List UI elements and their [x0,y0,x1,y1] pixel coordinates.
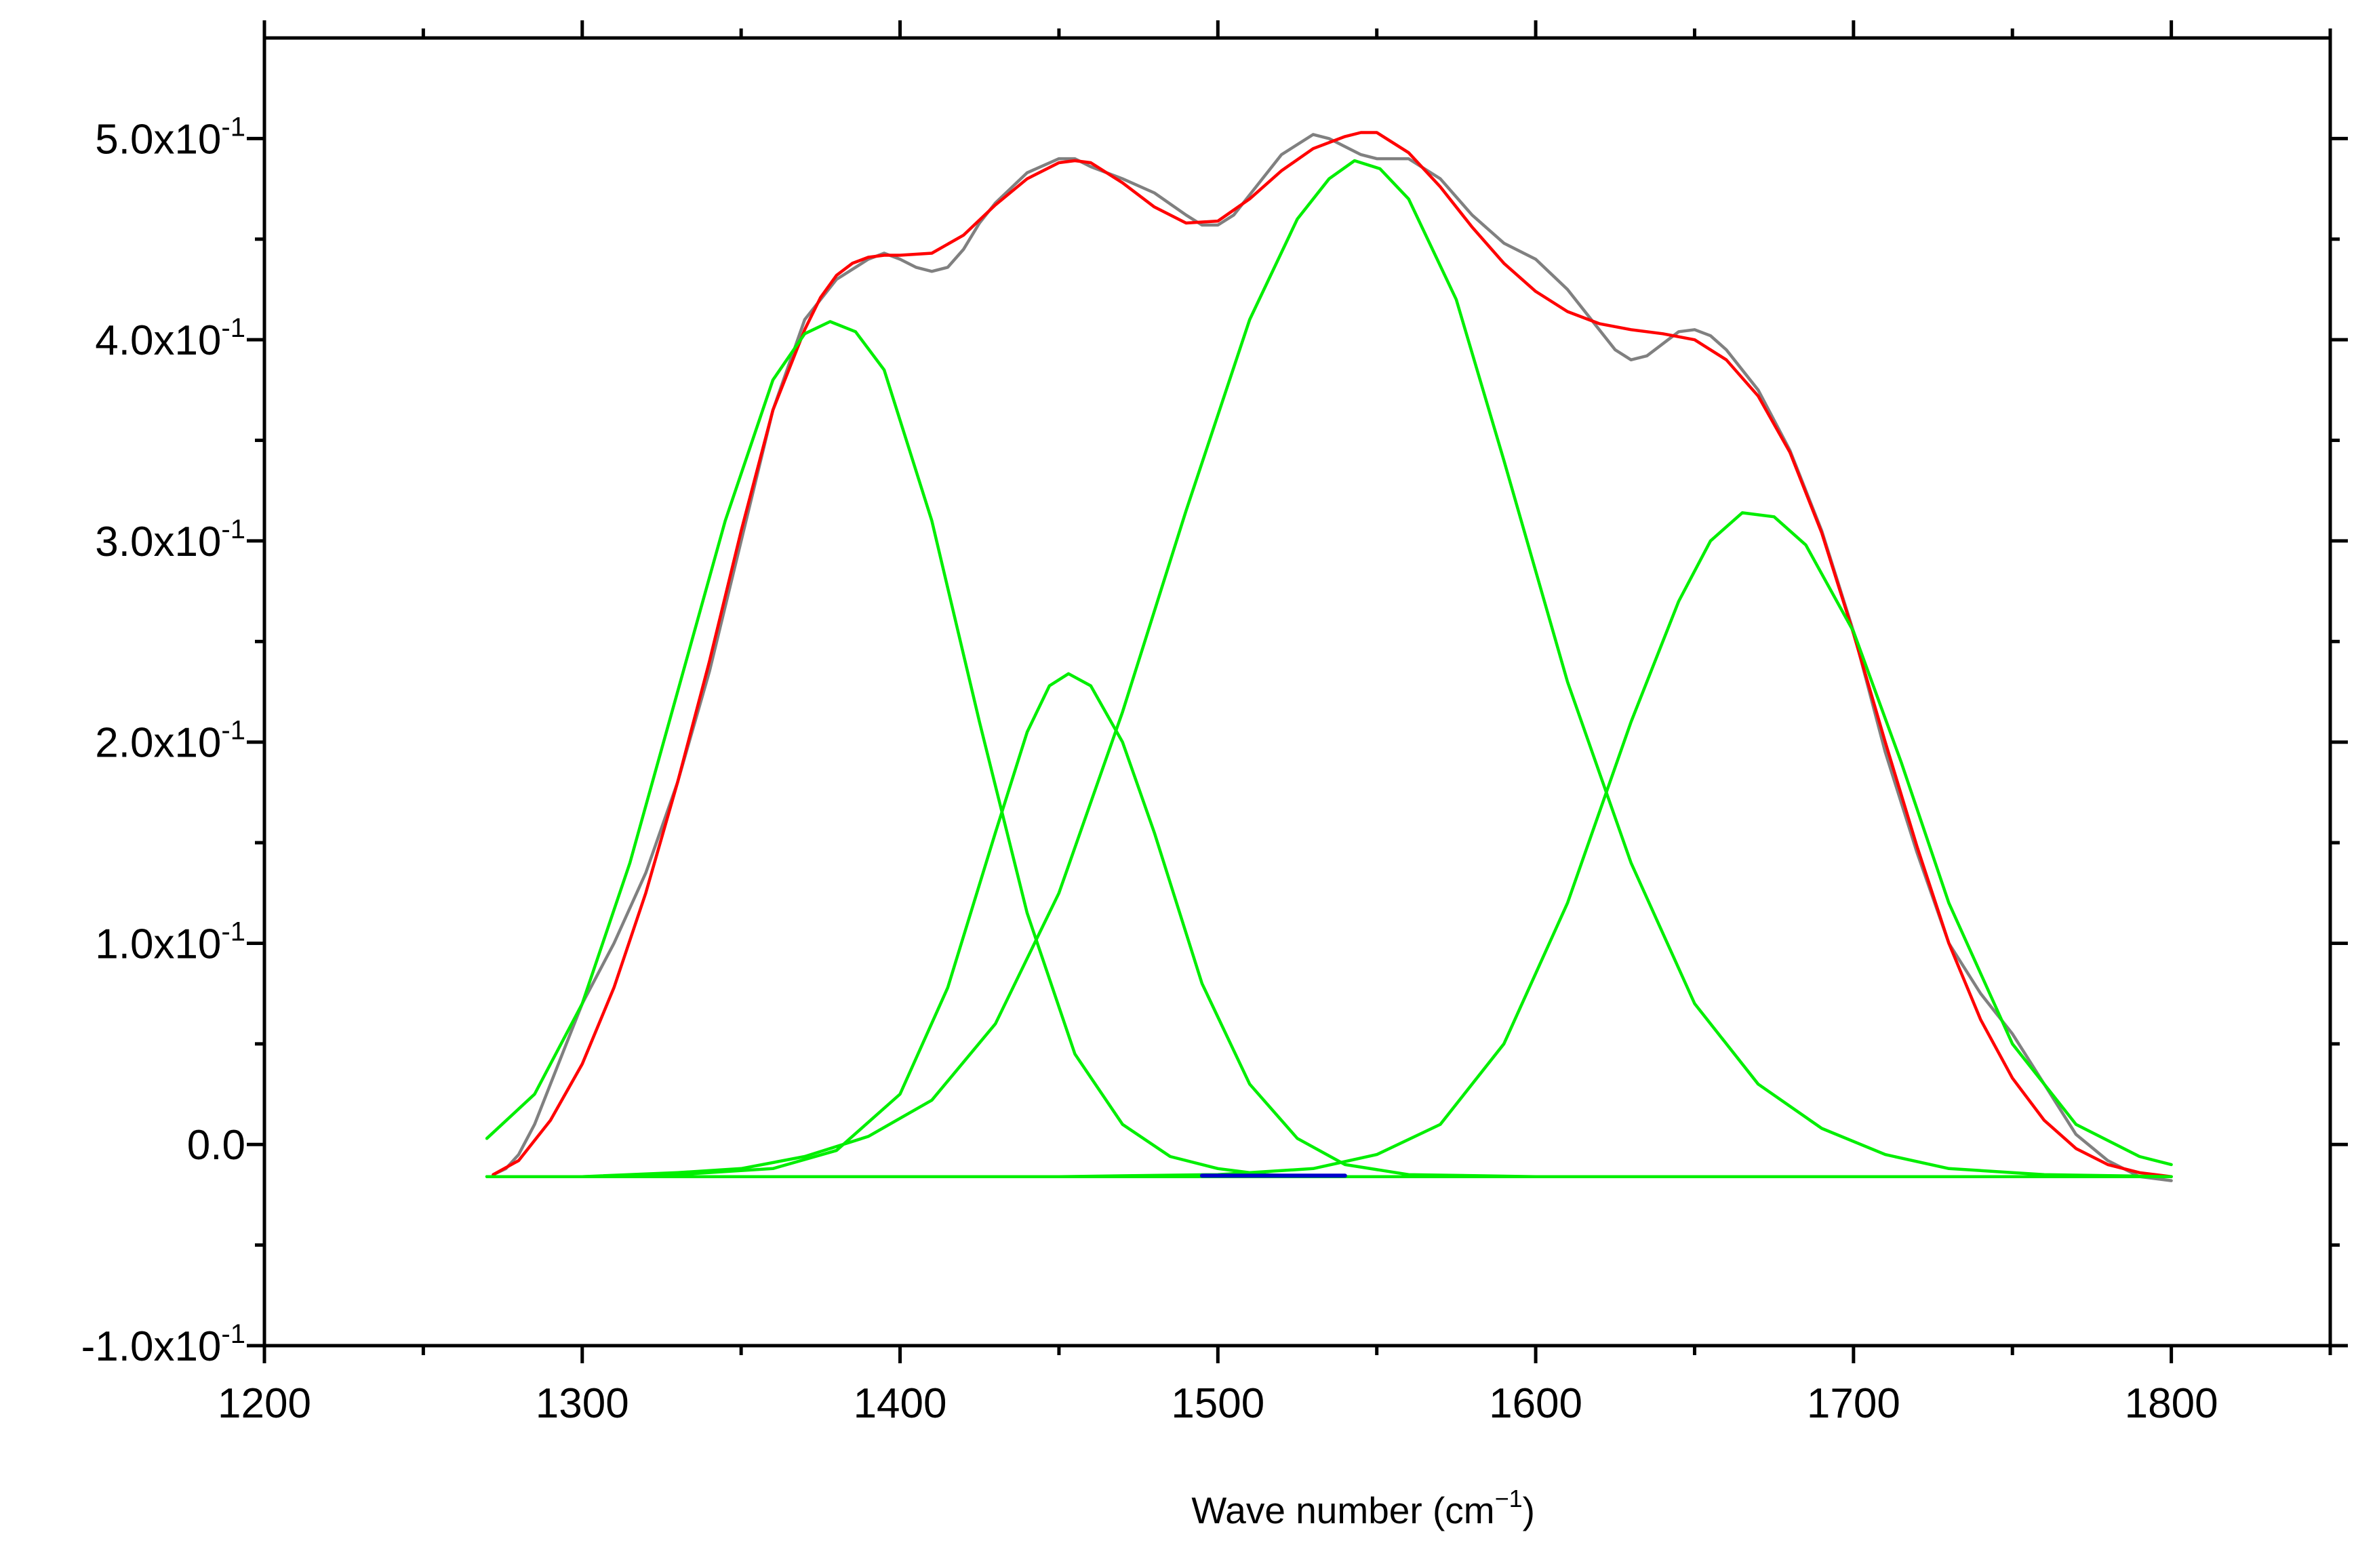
y-tick-exponent: -1 [221,917,245,946]
x-axis-title-superscript: −1 [1495,1485,1523,1512]
label-layer: 1200 1300 1400 1500 1600 1700 1800-1.0x10-10.0… [81,112,2218,1427]
y-tick-mantissa: 5.0x10 [95,116,221,163]
x-axis-title-main: Wave number (cm [1191,1489,1494,1531]
x-tick-label: 1800 [2125,1380,2218,1427]
y-tick-exponent: -1 [221,1319,245,1349]
x-axis-title: Wave number (cm−1) [1191,1485,1535,1531]
y-tick-label: 2.0x10-1 [95,716,245,767]
y-tick-exponent: -1 [221,112,245,142]
y-tick-mantissa: 3.0x10 [95,519,221,565]
series-layer [485,131,2173,1182]
y-tick-mantissa: -1.0x10 [81,1323,222,1370]
x-tick-label: 1300 [536,1380,629,1427]
y-tick-label: 4.0x10-1 [95,313,245,364]
y-tick-mantissa: 4.0x10 [95,317,221,364]
x-tick-label: 1600 [1489,1380,1582,1427]
x-tick-label: 1700 [1807,1380,1900,1427]
tick-layer [247,20,2348,1363]
x-tick-label: 1500 [1171,1380,1264,1427]
y-tick-exponent: -1 [221,716,245,746]
y-tick-label: 1.0x10-1 [95,917,245,967]
series-component-peak-2 [485,672,1538,1178]
y-tick-mantissa: 0.0 [187,1122,245,1169]
y-tick-label: 3.0x10-1 [95,515,245,565]
series-component-peak-4 [485,511,2173,1178]
x-axis-title-suffix: ) [1523,1489,1535,1531]
y-tick-exponent: -1 [221,515,245,544]
series-component-peak-3 [485,159,2173,1178]
series-fit-envelope [492,131,2173,1178]
plot-frame [262,36,2332,1348]
x-tick-label: 1400 [854,1380,947,1427]
x-tick-label: 1200 [218,1380,311,1427]
y-tick-mantissa: 2.0x10 [95,720,221,767]
y-tick-exponent: -1 [221,313,245,343]
y-tick-label: -1.0x10-1 [81,1319,245,1370]
y-tick-mantissa: 1.0x10 [95,921,221,967]
y-tick-label: 5.0x10-1 [95,112,245,163]
y-tick-label: 0.0 [187,1122,245,1169]
